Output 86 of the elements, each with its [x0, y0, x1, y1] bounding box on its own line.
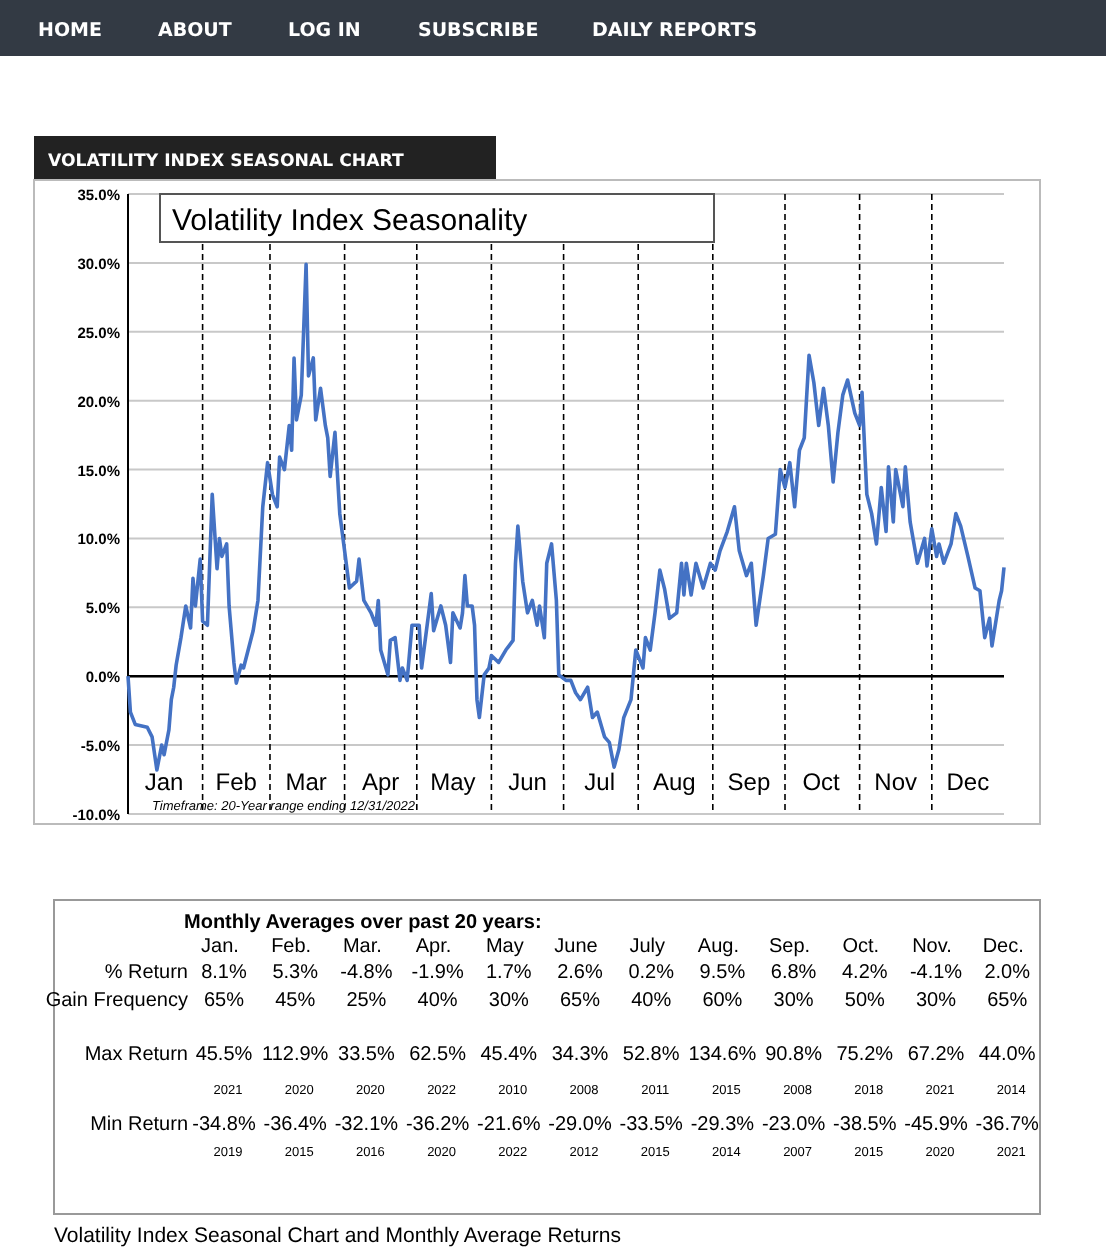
- data-label: 9.5%: [699, 962, 746, 984]
- x-tick-label: Sep.: [769, 936, 811, 958]
- data-label: 134.6%: [688, 1044, 757, 1066]
- data-label: -38.5%: [833, 1114, 897, 1136]
- x-tick-label: Apr: [362, 768, 400, 796]
- x-tick-label: Nov.: [912, 936, 952, 958]
- data-label: 45.5%: [195, 1044, 253, 1066]
- data-label: 30%: [488, 990, 530, 1012]
- data-label: 33.5%: [338, 1044, 395, 1066]
- data-label: 90.8%: [765, 1044, 823, 1066]
- x-tick-label: Mar.: [342, 936, 382, 958]
- x-tick-label: Oct: [802, 768, 842, 796]
- data-label: -4.1%: [909, 962, 963, 984]
- data-label: 67.2%: [907, 1044, 965, 1066]
- x-tick-label: May: [430, 768, 476, 796]
- text: Volatility Index Seasonal Chart and Monthly Average Returns: [54, 1224, 621, 1248]
- data-label: 2.6%: [557, 962, 604, 984]
- y-tick-label: Max Return: [84, 1044, 188, 1066]
- x-tick-label: Feb.: [271, 936, 312, 958]
- data-label: -29.3%: [690, 1114, 755, 1136]
- x-tick-label: Jul: [584, 768, 616, 796]
- y-tick-label: Min Return: [90, 1114, 188, 1136]
- data-label: -34.8%: [192, 1114, 256, 1136]
- data-label: 112.9%: [262, 1044, 329, 1066]
- x-tick-label: Aug.: [697, 936, 739, 958]
- data-label: 45.4%: [480, 1044, 538, 1066]
- x-tick-label: Jan: [144, 768, 184, 796]
- data-label: -29.0%: [548, 1114, 612, 1136]
- y-tick-label: Gain Frequency: [45, 990, 188, 1012]
- x-tick-label: Feb: [215, 768, 258, 796]
- data-label: 60%: [702, 990, 743, 1012]
- data-label: -45.9%: [904, 1114, 968, 1136]
- chart-title: VOLATILITY INDEX SEASONAL CHART: [48, 152, 404, 172]
- text: HOME: [38, 20, 102, 42]
- data-label: 40%: [417, 990, 458, 1012]
- line-series: [126, 262, 1006, 772]
- data-label: -23.0%: [761, 1114, 826, 1136]
- data-label: -32.1%: [334, 1114, 399, 1136]
- data-label: 8.1%: [201, 962, 248, 984]
- chart-subtitle: Volatility Index Seasonality: [172, 204, 529, 238]
- data-label: 40%: [631, 990, 672, 1012]
- x-tick-label: Apr.: [415, 936, 452, 958]
- chart-title: Monthly Averages over past 20 years:: [184, 912, 542, 934]
- data-label: 34.3%: [551, 1044, 609, 1066]
- x-tick-label: Jan.: [201, 936, 239, 958]
- data-label: -36.2%: [405, 1114, 470, 1136]
- text: SUBSCRIBE: [418, 20, 539, 42]
- data-label: 0.2%: [628, 962, 675, 984]
- x-tick-label: May: [485, 936, 524, 958]
- data-label: -1.9%: [411, 962, 464, 984]
- x-tick-label: June: [554, 936, 599, 958]
- data-label: 62.5%: [409, 1044, 467, 1066]
- x-tick-label: Jun: [508, 768, 547, 796]
- data-label: -4.8%: [340, 962, 393, 984]
- x-tick-label: Sep: [727, 768, 771, 796]
- data-label: 4.2%: [842, 962, 888, 984]
- x-tick-label: Dec: [946, 768, 990, 796]
- data-label: 25%: [346, 990, 387, 1012]
- data-label: 50%: [844, 990, 886, 1012]
- data-label: 5.3%: [272, 962, 319, 984]
- data-label: 65%: [203, 990, 245, 1012]
- data-label: 52.8%: [622, 1044, 680, 1066]
- text: LOG IN: [288, 20, 361, 42]
- data-label: 75.2%: [836, 1044, 894, 1066]
- data-label: 65%: [559, 990, 601, 1012]
- data-label: -36.4%: [263, 1114, 328, 1136]
- data-label: 45%: [275, 990, 316, 1012]
- data-label: 30%: [773, 990, 814, 1012]
- text: ABOUT: [158, 20, 233, 42]
- x-tick-label: July: [629, 936, 665, 958]
- data-label: 2.0%: [984, 962, 1031, 984]
- text: DAILY REPORTS: [592, 20, 758, 42]
- x-tick-label: Mar: [285, 768, 327, 796]
- x-tick-label: Aug: [652, 768, 696, 796]
- y-tick-label: % Return: [104, 962, 188, 984]
- data-label: -21.6%: [477, 1114, 541, 1136]
- data-label: 65%: [987, 990, 1028, 1012]
- data-label: 30%: [915, 990, 957, 1012]
- data-label: 6.8%: [770, 962, 817, 984]
- data-label: 1.7%: [486, 962, 532, 984]
- x-tick-label: Oct.: [842, 936, 880, 958]
- x-tick-label: Dec.: [982, 936, 1024, 958]
- data-label: -36.7%: [975, 1114, 1040, 1136]
- data-label: -33.5%: [619, 1114, 684, 1136]
- x-tick-label: Nov: [874, 768, 918, 796]
- data-label: 44.0%: [978, 1044, 1036, 1066]
